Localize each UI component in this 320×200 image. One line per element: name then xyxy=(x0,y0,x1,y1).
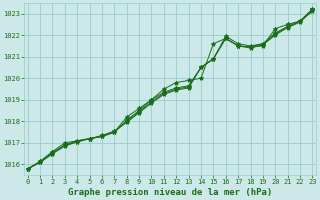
X-axis label: Graphe pression niveau de la mer (hPa): Graphe pression niveau de la mer (hPa) xyxy=(68,188,272,197)
